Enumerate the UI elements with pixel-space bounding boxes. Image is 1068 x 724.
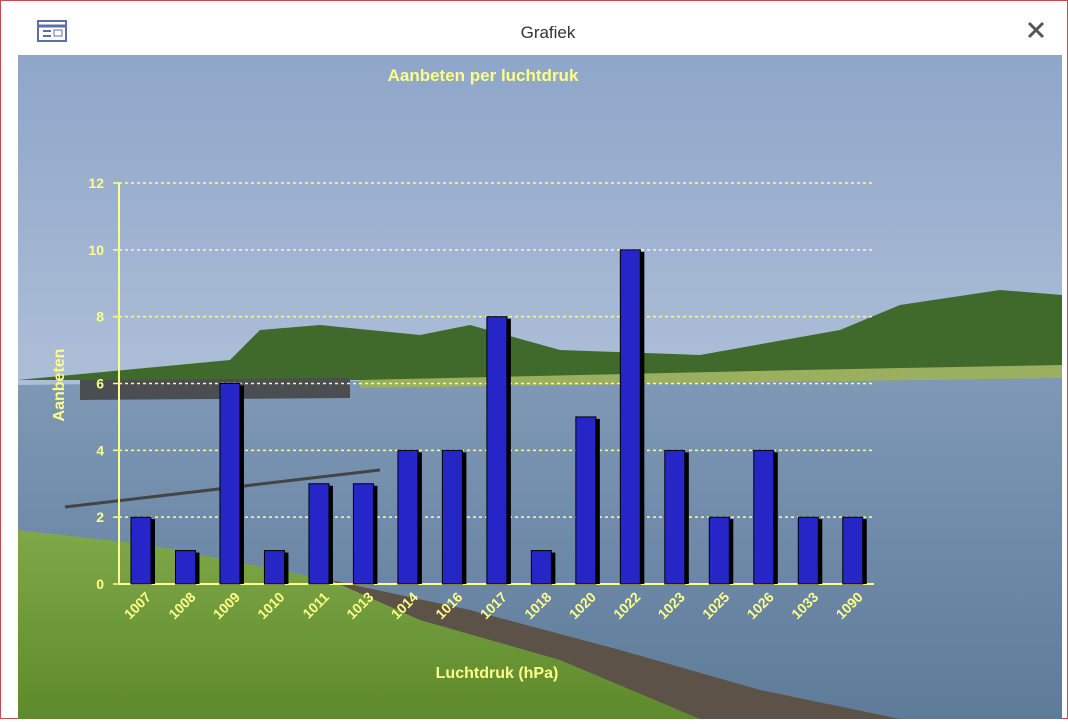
bar bbox=[353, 484, 373, 584]
y-tick-label: 8 bbox=[96, 309, 104, 325]
bar bbox=[442, 450, 462, 584]
y-tick-label: 2 bbox=[96, 509, 104, 525]
bar bbox=[709, 517, 729, 584]
bar bbox=[309, 484, 329, 584]
bar bbox=[620, 250, 640, 584]
y-axis-label: Aanbeten bbox=[51, 349, 68, 422]
window: Grafiek 02468101210071008100910101011101… bbox=[0, 0, 1068, 719]
bar bbox=[754, 450, 774, 584]
bar bbox=[220, 384, 240, 585]
bar bbox=[487, 317, 507, 584]
y-tick-label: 6 bbox=[96, 376, 104, 392]
window-icon bbox=[38, 21, 66, 41]
bar bbox=[131, 517, 151, 584]
bar bbox=[264, 551, 284, 584]
y-tick-label: 12 bbox=[88, 175, 104, 191]
y-tick-label: 0 bbox=[96, 576, 104, 592]
bar bbox=[175, 551, 195, 584]
bar bbox=[531, 551, 551, 584]
y-tick-label: 10 bbox=[88, 242, 104, 258]
x-axis-label: Luchtdruk (hPa) bbox=[436, 665, 559, 682]
bar bbox=[798, 517, 818, 584]
chart-title: Aanbeten per luchtdruk bbox=[388, 66, 579, 85]
y-tick-label: 4 bbox=[96, 442, 104, 458]
bar bbox=[576, 417, 596, 584]
bar bbox=[843, 517, 863, 584]
bar bbox=[665, 450, 685, 584]
bar bbox=[398, 450, 418, 584]
window-title: Grafiek bbox=[521, 23, 576, 42]
